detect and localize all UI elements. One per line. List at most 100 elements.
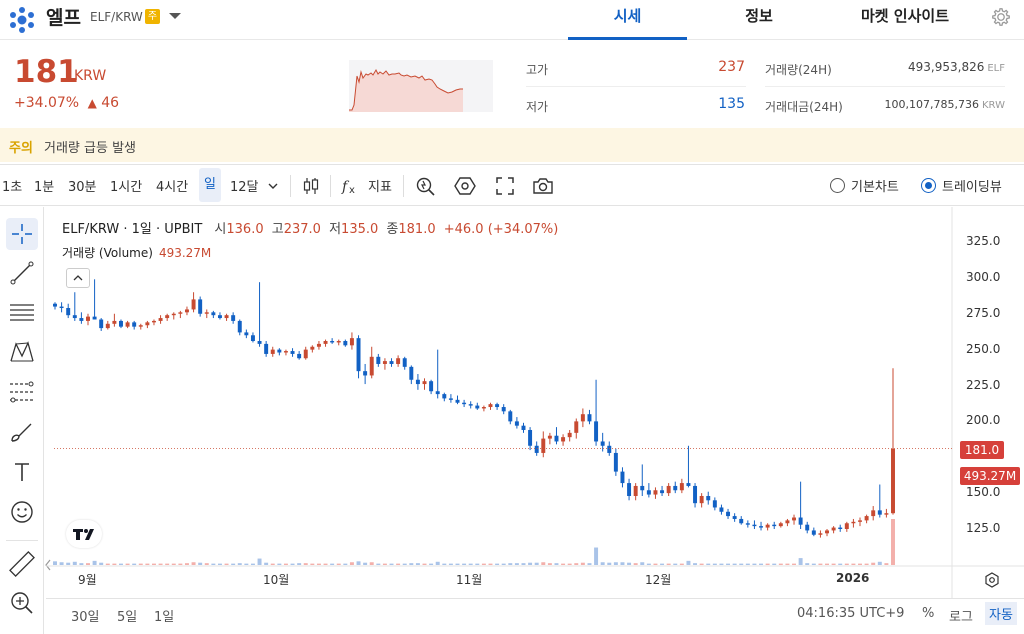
legend-close: 181.0 [398,222,436,237]
camera-icon[interactable] [532,175,554,197]
candle-body [673,485,678,491]
chart-legend: ELF/KRW · 1일 · UPBIT 시136.0 고237.0 저135.… [62,218,558,237]
volume-bar [257,558,262,565]
indicator-button[interactable]: 지표 [368,180,392,195]
interval-1h[interactable]: 1시간 [110,180,143,195]
candle-body [455,399,460,403]
volume-bar [785,563,790,565]
auto-scale-toggle[interactable]: 자동 [985,602,1017,625]
percent-scale-toggle[interactable]: % [922,606,935,621]
tab-price[interactable]: 시세 [568,0,687,40]
volume-bar [877,561,882,565]
tab-info[interactable]: 정보 [745,7,773,25]
volume-bar [607,562,612,565]
y-tick-label: 200.0 [966,413,1001,428]
volume-bar [580,562,585,565]
horizontal-lines-tool[interactable] [6,296,38,328]
legend-high-label: 고 [271,222,284,237]
price-unit: KRW [74,68,107,84]
y-tick-label: 225.0 [966,377,1001,392]
volume-bar [844,563,849,565]
candle-type-icon[interactable] [300,175,322,197]
candle-body [844,523,849,529]
volume-legend: 거래량 (Volume) 493.27M [62,244,211,261]
interval-1m[interactable]: 1분 [34,180,55,195]
volume-bar [488,563,493,565]
candle-body [514,421,519,426]
volume-bar [547,563,552,565]
emoji-tool[interactable] [6,496,38,528]
pattern-tool[interactable] [6,336,38,368]
basic-chart-radio[interactable] [830,178,845,193]
candle-body [290,351,295,354]
candle-body [712,500,717,508]
tradingview-radio[interactable] [921,178,936,193]
chevron-up-icon [73,275,83,281]
fullscreen-icon[interactable] [494,175,516,197]
volume-bar [640,562,645,565]
toolbar-divider [403,175,404,197]
volume-bar [145,563,150,565]
tradingview-label[interactable]: 트레이딩뷰 [942,180,1002,195]
candle-body [283,351,288,353]
candle-body [389,361,394,364]
basic-chart-label[interactable]: 기본차트 [851,180,899,195]
tab-market-insight[interactable]: 마켓 인사이트 [860,7,950,25]
volume-24h-label: 거래량(24H) [765,63,832,77]
candle-body [534,445,539,453]
candle-body [316,343,321,347]
volume-bar [712,563,717,565]
alert-magnifier-icon[interactable] [414,175,436,197]
candle-body [594,421,599,442]
tradingview-logo[interactable] [66,520,102,548]
candle-body [706,495,711,501]
text-tool[interactable] [6,456,38,488]
log-scale-toggle[interactable]: 로그 [949,610,973,625]
legend-high: 237.0 [283,222,321,237]
hexagon-settings-icon[interactable] [454,175,476,197]
chevron-left-icon[interactable] [44,556,52,574]
candle-body [580,414,585,422]
range-5d[interactable]: 5일 [117,610,138,625]
chevron-down-icon[interactable] [168,9,182,23]
interval-4h[interactable]: 4시간 [156,180,189,195]
candle-body [765,524,770,528]
ruler-tool[interactable] [6,548,38,580]
candle-body [349,338,354,346]
brush-tool[interactable] [6,416,38,448]
candle-body [653,490,658,495]
chevron-down-icon[interactable] [266,179,280,193]
volume-bar [805,563,810,565]
zoom-in-tool[interactable] [6,587,38,619]
range-30d[interactable]: 30일 [71,610,100,625]
candle-body [191,299,196,310]
crosshair-tool[interactable] [6,218,38,250]
volume-legend-value: 493.27M [158,246,212,260]
scale-settings-icon[interactable] [984,572,1000,588]
volume-bar [409,563,414,565]
volume-bar [231,563,236,565]
candle-body [798,517,803,525]
fib-tool[interactable] [6,376,38,408]
interval-30m[interactable]: 30분 [68,180,97,195]
utc-clock[interactable]: 04:16:35 UTC+9 [797,606,905,621]
volume-bar [541,562,546,565]
candle-body [376,356,381,364]
volume-bar [389,563,394,565]
interval-1s[interactable]: 1초 [2,180,23,195]
legend-collapse-button[interactable] [66,268,90,288]
volume-bar [772,563,777,565]
interval-1d[interactable]: 일 [199,168,221,202]
volume-bar [679,563,684,565]
legend-symbol: ELF/KRW · 1일 · UPBIT [62,222,203,237]
interval-12mo[interactable]: 12달 [230,180,259,195]
candle-body [719,507,724,512]
trend-line-tool[interactable] [6,257,38,289]
range-1d[interactable]: 1일 [154,610,175,625]
gear-icon[interactable] [990,6,1012,28]
candle-body [607,445,612,453]
candle-body [627,483,632,496]
x-tick-label: 9월 [78,573,97,587]
fx-indicator-icon[interactable]: f x [340,175,362,197]
